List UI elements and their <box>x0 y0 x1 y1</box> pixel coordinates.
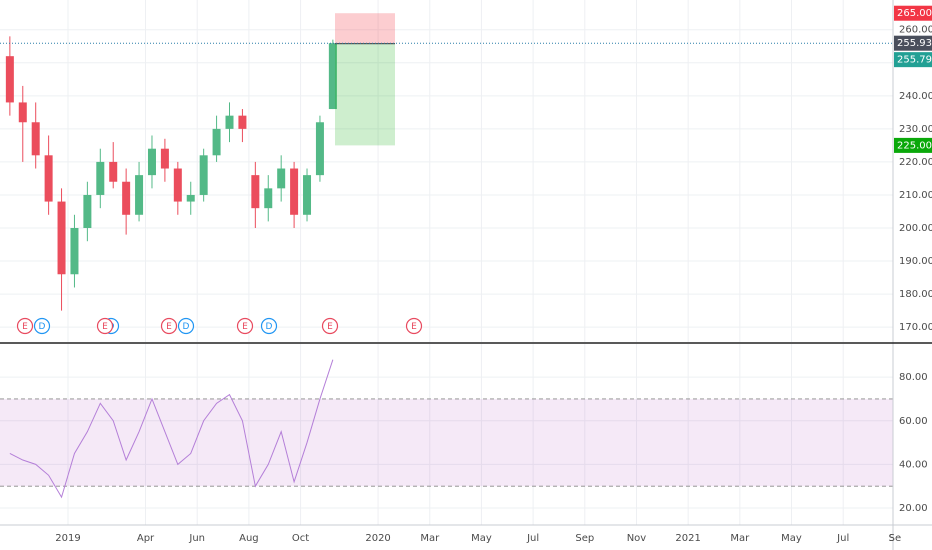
rsi-line <box>9 359 334 499</box>
price-label: 265.00 <box>897 8 932 19</box>
price-label-bg <box>894 5 932 21</box>
candle-body <box>147 148 156 176</box>
event-marker <box>16 317 34 335</box>
candle-body <box>238 115 247 129</box>
price-label: 255.79 <box>897 55 932 66</box>
candle-body <box>44 155 53 202</box>
y-tick-label: 230.00 <box>899 124 932 135</box>
event-marker <box>260 317 278 335</box>
candle-body <box>328 43 337 110</box>
y-tick-label: 260.00 <box>899 25 932 36</box>
price-label-bg <box>894 35 932 51</box>
event-marker-label: E <box>411 322 417 332</box>
y-tick-label: 20.00 <box>899 503 928 514</box>
y-tick-label: 190.00 <box>899 256 932 267</box>
candle-body <box>199 155 208 195</box>
y-tick-label: 180.00 <box>899 289 932 300</box>
x-tick-label: Jul <box>526 533 539 544</box>
price-label-bg <box>894 52 932 68</box>
event-marker <box>177 317 195 335</box>
price-label-bg <box>894 137 932 153</box>
event-marker <box>160 317 178 335</box>
candle-body <box>315 122 324 176</box>
y-tick-label: 210.00 <box>899 190 932 201</box>
x-tick-label: May <box>781 533 802 544</box>
x-tick-label: Jun <box>188 533 205 544</box>
candle-body <box>290 168 299 215</box>
event-marker-label: D <box>183 322 190 332</box>
candle-body <box>83 194 92 228</box>
event-marker-label: E <box>22 322 28 332</box>
y-tick-label: 170.00 <box>899 322 932 333</box>
target-zone <box>335 43 395 146</box>
candle-body <box>264 188 273 209</box>
y-tick-label: 80.00 <box>899 372 928 383</box>
candle-body <box>57 201 66 275</box>
x-tick-label: Jul <box>836 533 849 544</box>
candle-body <box>18 102 27 123</box>
candle-body <box>225 115 234 129</box>
x-tick-label: Mar <box>730 533 750 544</box>
y-tick-label: 60.00 <box>899 416 928 427</box>
candle-body <box>5 56 14 103</box>
y-tick-label: 220.00 <box>899 157 932 168</box>
event-marker <box>33 317 51 335</box>
candle-body <box>173 168 182 202</box>
candle-body <box>135 175 144 215</box>
x-tick-label: 2021 <box>675 533 700 544</box>
event-marker-label: D <box>266 322 273 332</box>
event-marker-label: E <box>327 322 333 332</box>
candle-body <box>96 161 105 195</box>
x-tick-label: 2019 <box>55 533 80 544</box>
x-tick-label: Nov <box>627 533 647 544</box>
event-marker <box>236 317 254 335</box>
event-marker <box>321 317 339 335</box>
candle-body <box>212 128 221 156</box>
x-tick-label: Apr <box>137 533 155 544</box>
candle-body <box>109 161 118 182</box>
x-tick-label: Oct <box>292 533 309 544</box>
event-marker-label: D <box>39 322 46 332</box>
x-tick-label: Aug <box>239 533 259 544</box>
axis-background <box>893 0 932 550</box>
event-marker <box>96 317 114 335</box>
rsi-band <box>0 398 893 487</box>
event-marker-label: E <box>242 322 248 332</box>
event-marker-label: E <box>102 322 108 332</box>
y-tick-label: 40.00 <box>899 459 928 470</box>
candle-body <box>31 122 40 156</box>
x-tick-label: Mar <box>420 533 440 544</box>
candle-body <box>303 175 312 215</box>
x-tick-label: Se <box>889 533 902 544</box>
candle-body <box>251 175 260 209</box>
candle-body <box>160 148 169 169</box>
candle-body <box>70 228 79 275</box>
stop-zone <box>335 13 395 44</box>
y-tick-label: 240.00 <box>899 91 932 102</box>
candle-body <box>186 194 195 202</box>
price-label: 225.00 <box>897 140 932 151</box>
x-tick-label: May <box>471 533 492 544</box>
x-tick-label: 2020 <box>365 533 390 544</box>
event-marker-label: E <box>166 322 172 332</box>
price-label: 255.93 <box>897 38 932 49</box>
candle-body <box>277 168 286 189</box>
x-tick-label: Sep <box>575 533 594 544</box>
y-tick-label: 200.00 <box>899 223 932 234</box>
candle-body <box>122 181 131 215</box>
event-marker <box>405 317 423 335</box>
